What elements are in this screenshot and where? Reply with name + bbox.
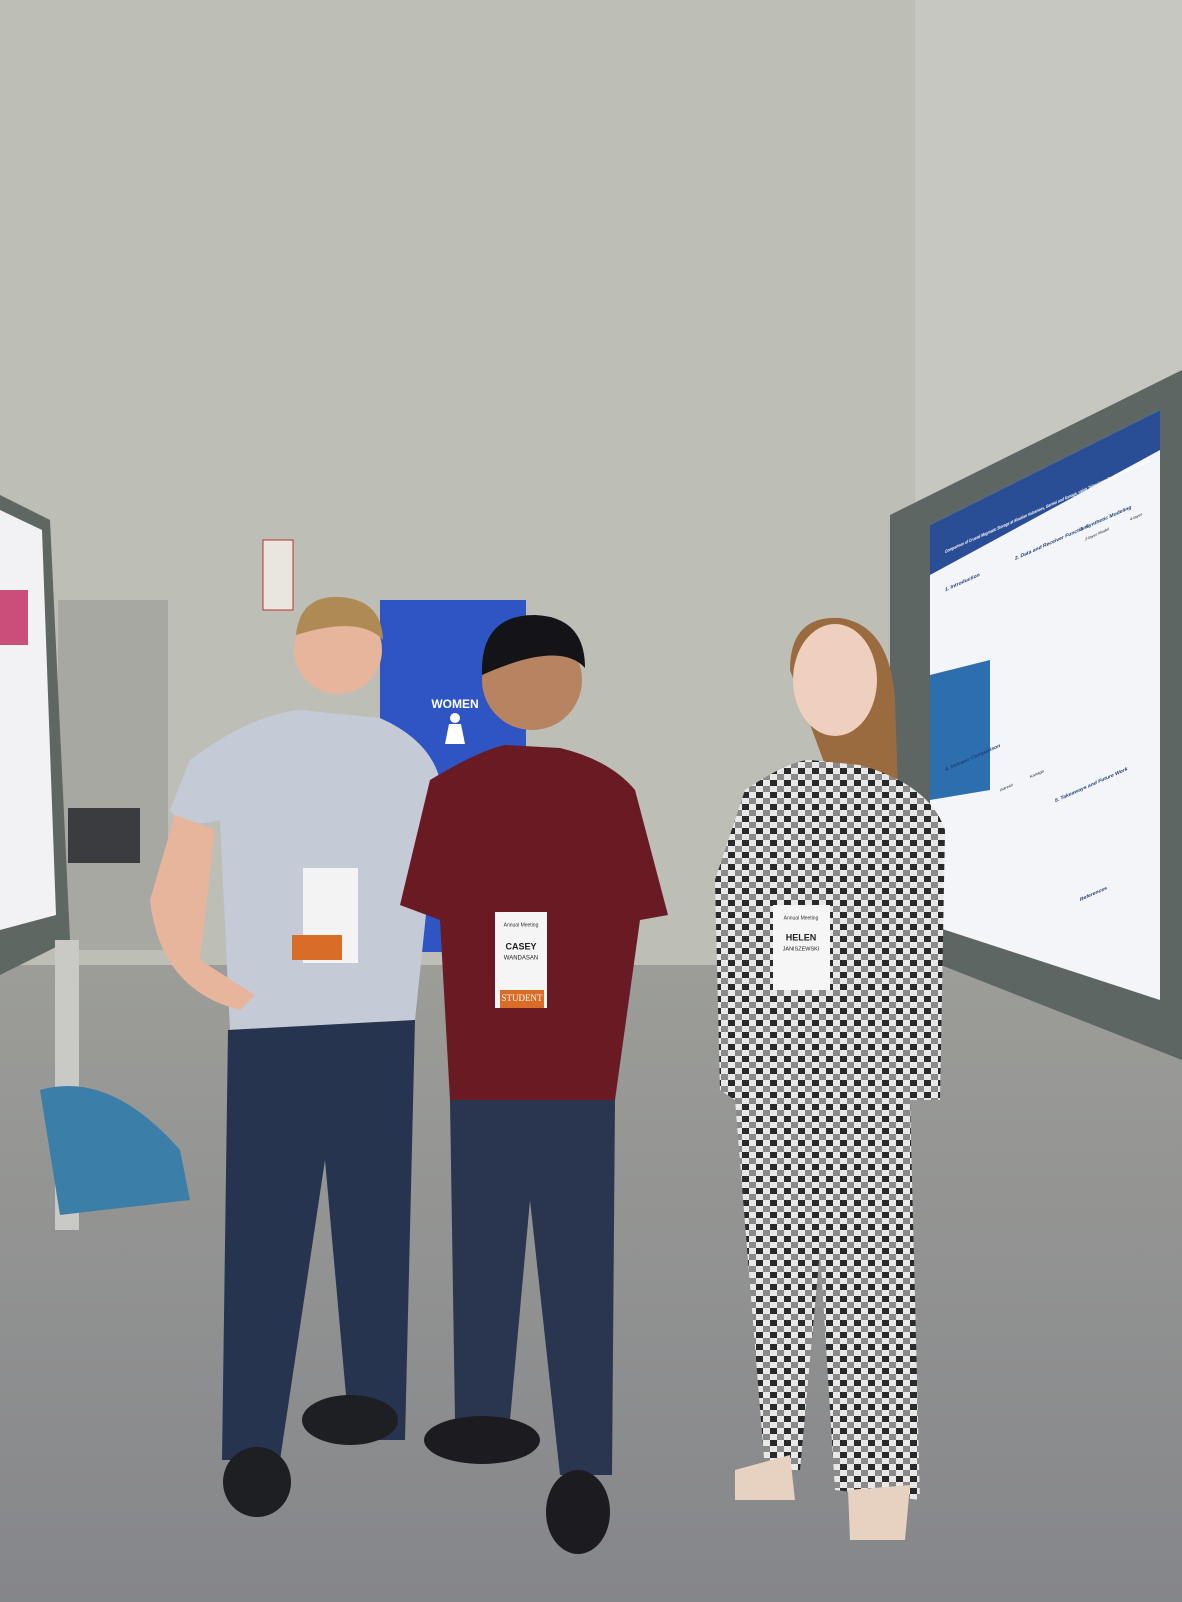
outfit [715,760,945,1500]
hair [296,596,383,640]
badge-event: Annual Meeting [504,922,539,928]
badge-surname: WANDASAN [504,956,538,962]
badge-ribbon [292,935,342,960]
badge-ribbon-text: STUDENT [502,993,543,1003]
hair [481,615,585,675]
fountain [68,808,140,863]
shoe [302,1395,398,1445]
poster-label: Kanaga [1030,768,1044,779]
poster-header [930,410,1160,575]
head [793,624,877,736]
poster-label: 4-layer [1130,511,1143,521]
sign-icon [450,713,460,723]
badge-ribbon [500,990,544,1008]
poster-label: Gareloi [1000,782,1013,793]
badge-event: Annual Meeting [784,915,819,921]
badge-name: CASEY [505,941,536,951]
shoe [223,1447,291,1517]
shoe [735,1455,795,1500]
shoe [848,1485,910,1540]
badge-surname: JANISZEWSKI [783,946,820,952]
badge [773,905,830,990]
badge-name: HELEN [786,932,817,942]
shoe [424,1416,540,1464]
poster-map [930,660,990,800]
door-sign: WOMEN [431,697,478,711]
shoe [546,1470,610,1554]
jeans [450,1100,615,1475]
poster [930,410,1160,1000]
backpack [40,1086,190,1215]
exit-sign [262,539,294,611]
sign-icon [445,724,465,744]
arm [150,815,255,1010]
poster-figure [0,590,28,645]
jeans [222,1020,415,1460]
doorway [58,600,168,950]
